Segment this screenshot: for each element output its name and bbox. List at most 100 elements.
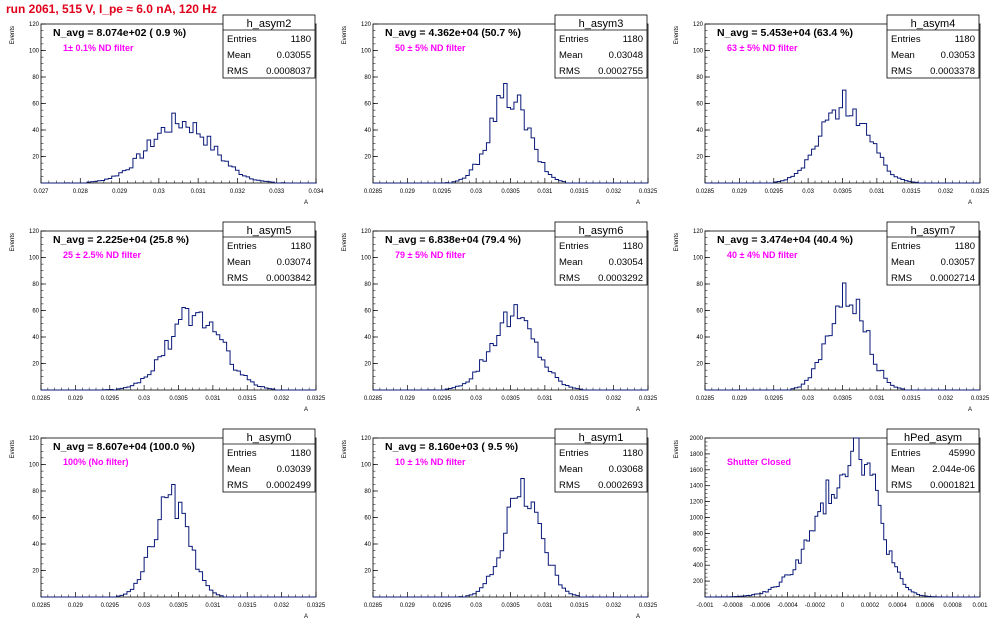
y-axis-title: Events [674, 440, 680, 458]
filter-annotation: 25 ± 2.5% ND filter [63, 250, 141, 260]
x-tick-label: 0.029 [732, 396, 748, 402]
y-axis-title: Events [10, 233, 16, 251]
stats-box [554, 221, 648, 286]
stats-label: Entries [891, 241, 921, 252]
stats-label: Mean [227, 257, 251, 268]
x-tick-label: -0.0008 [722, 603, 743, 609]
x-tick-label: 0.0295 [101, 603, 120, 609]
x-tick-label: 0.03 [138, 396, 150, 402]
y-tick-label: 20 [364, 362, 371, 368]
y-axis-title: Events [674, 26, 680, 44]
histogram-series [705, 282, 980, 391]
y-tick-label: 80 [364, 75, 371, 81]
x-tick-label: 0.0305 [501, 603, 520, 609]
chart-h_asym4: 0.0285 0.029 0.0295 0.03 0.0305 0.031 0.0315 0.… [674, 14, 990, 206]
x-tick-label: 0.0305 [501, 396, 520, 402]
x-tick-label: 0.0285 [696, 189, 715, 195]
x-tick-label: 0.029 [400, 396, 416, 402]
y-tick-label: 20 [364, 155, 371, 161]
x-tick-label: 0.0325 [971, 396, 990, 402]
x-tick-label: 0.027 [33, 189, 49, 195]
y-tick-label: 1400 [690, 484, 704, 490]
stats-label: Entries [891, 34, 921, 45]
x-tick-label: 0.031 [205, 396, 221, 402]
y-tick-label: 100 [693, 49, 704, 55]
x-tick-label: 0.0315 [902, 396, 921, 402]
y-tick-label: 60 [32, 102, 39, 108]
stats-label: Mean [559, 50, 583, 61]
x-tick-label: 0.032 [606, 603, 622, 609]
x-axis-title: A [636, 407, 640, 413]
stats-value: 0.03053 [941, 50, 975, 61]
x-tick-label: 0.0325 [639, 603, 658, 609]
stats-label: Mean [891, 50, 915, 61]
hist-title: N_avg = 4.362e+04 (50.7 %) [385, 27, 521, 39]
stats-hist-name: h_asym2 [247, 18, 292, 30]
y-tick-label: 60 [696, 102, 703, 108]
stats-box [554, 428, 648, 493]
x-tick-label: 0.032 [274, 603, 290, 609]
stats-label: RMS [227, 480, 248, 491]
stats-label: RMS [559, 480, 580, 491]
run-title: run 2061, 515 V, I_pe ≈ 6.0 nA, 120 Hz [6, 2, 217, 16]
stats-value: 0.0001821 [930, 480, 975, 491]
x-axis-title: A [636, 200, 640, 206]
stats-value: 0.03068 [609, 464, 643, 475]
x-axis-title: A [304, 200, 308, 206]
x-tick-label: 0.0285 [32, 396, 51, 402]
y-tick-label: 1000 [690, 516, 704, 522]
y-tick-label: 100 [29, 463, 40, 469]
x-tick-label: 0.031 [191, 189, 207, 195]
stats-value: 1180 [291, 241, 311, 252]
y-axis-title: Events [10, 26, 16, 44]
x-tick-label: 0.03 [802, 396, 814, 402]
stats-value: 0.0003292 [598, 273, 643, 284]
x-tick-label: 0.029 [732, 189, 748, 195]
stats-box [886, 14, 980, 79]
y-tick-label: 120 [29, 229, 40, 235]
y-tick-label: 1600 [690, 468, 704, 474]
x-tick-label: 0.0285 [364, 396, 383, 402]
x-tick-label: 0.0305 [501, 189, 520, 195]
y-tick-label: 100 [361, 463, 372, 469]
x-tick-label: 0 [841, 603, 845, 609]
y-axis-title: Events [10, 440, 16, 458]
x-tick-label: 0.0285 [364, 189, 383, 195]
stats-value: 0.0002693 [598, 480, 643, 491]
x-tick-label: 0.0305 [169, 396, 188, 402]
filter-annotation: 10 ± 1% ND filter [395, 457, 466, 467]
x-tick-label: 0.0285 [696, 396, 715, 402]
x-tick-label: 0.031 [205, 603, 221, 609]
x-tick-label: 0.032 [274, 396, 290, 402]
y-tick-label: 80 [696, 75, 703, 81]
y-tick-label: 60 [32, 516, 39, 522]
stats-hist-name: h_asym6 [579, 225, 624, 237]
y-tick-label: 60 [364, 309, 371, 315]
stats-hist-name: h_asym0 [247, 432, 292, 444]
x-axis-title: A [304, 407, 308, 413]
y-tick-label: 600 [693, 547, 704, 553]
y-tick-label: 40 [696, 335, 703, 341]
x-tick-label: 0.034 [308, 189, 324, 195]
chart-h_asym0: 0.0285 0.029 0.0295 0.03 0.0305 0.031 0.0315 0.… [10, 428, 326, 620]
chart-h_asym6: 0.0285 0.029 0.0295 0.03 0.0305 0.031 0.0315 0.… [342, 221, 658, 413]
y-tick-label: 1200 [690, 500, 704, 506]
stats-hist-name: h_asym4 [911, 18, 956, 30]
x-tick-label: 0.0295 [101, 396, 120, 402]
stats-hist-name: h_asym5 [247, 225, 292, 237]
histogram-series [705, 89, 980, 184]
y-tick-label: 40 [32, 542, 39, 548]
y-tick-label: 80 [364, 282, 371, 288]
x-tick-label: 0.031 [869, 396, 885, 402]
y-tick-label: 40 [364, 542, 371, 548]
y-tick-label: 60 [364, 516, 371, 522]
y-tick-label: 40 [364, 128, 371, 134]
y-tick-label: 120 [361, 229, 372, 235]
x-tick-label: 0.0305 [833, 189, 852, 195]
x-tick-label: 0.0004 [888, 603, 907, 609]
hist-title: N_avg = 6.838e+04 (79.4 %) [385, 234, 521, 246]
x-tick-label: 0.0325 [639, 189, 658, 195]
x-tick-label: 0.0295 [433, 603, 452, 609]
stats-value: 0.0003842 [266, 273, 311, 284]
stats-value: 1180 [291, 34, 311, 45]
